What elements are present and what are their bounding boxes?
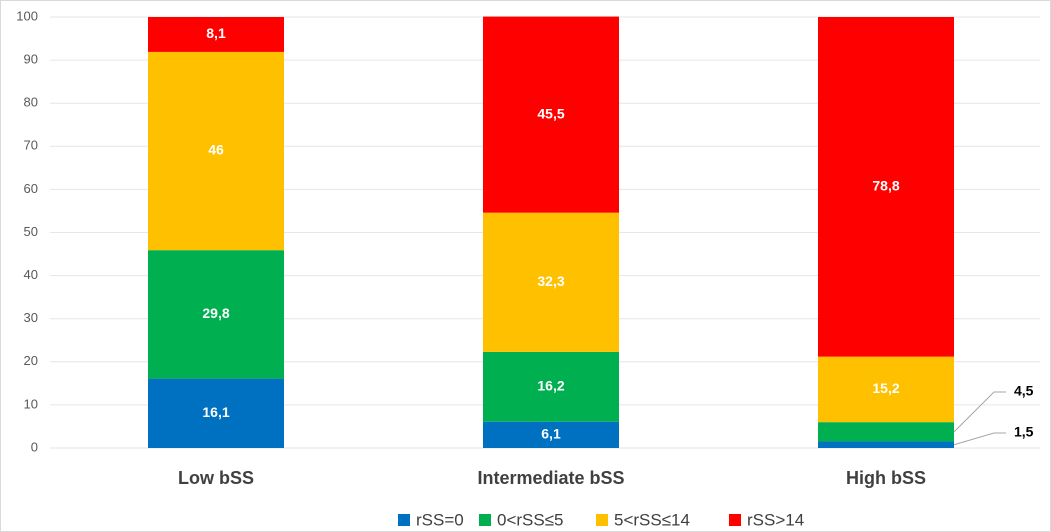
bar-segment [818,422,954,442]
data-label: 45,5 [537,105,564,121]
legend-label: rSS=0 [416,510,464,529]
y-tick-label: 30 [24,310,38,325]
y-tick-label: 0 [31,439,38,454]
y-tick-label: 60 [24,181,38,196]
data-label: 32,3 [537,273,564,289]
bar-segment [148,378,284,448]
bar-segment [818,17,954,357]
data-label: 16,1 [202,404,229,420]
legend-label: 0<rSS≤5 [497,510,564,529]
data-label: 29,8 [202,305,229,321]
legend-label: 5<rSS≤14 [614,510,690,529]
bar-segment [483,212,619,352]
legend-swatch [596,514,608,526]
leader-line [953,391,1006,433]
legend-swatch [729,514,741,526]
data-label: 4,5 [1014,383,1034,399]
y-tick-label: 90 [24,52,38,67]
bar-segment [148,250,284,379]
bar-segment [148,17,284,52]
data-label: 8,1 [206,25,226,41]
bar-segment [483,351,619,422]
x-tick-label: Low bSS [178,468,254,488]
bar-segment [818,441,954,448]
y-tick-label: 20 [24,353,38,368]
legend-swatch [479,514,491,526]
x-tick-label: High bSS [846,468,926,488]
data-label: 6,1 [541,426,561,442]
x-tick-label: Intermediate bSS [477,468,624,488]
data-label: 16,2 [537,378,564,394]
data-label: 15,2 [872,380,899,396]
legend-label: rSS>14 [747,510,804,529]
y-tick-label: 100 [16,8,38,23]
bar-segment [818,356,954,423]
y-tick-label: 80 [24,95,38,110]
y-tick-label: 70 [24,138,38,153]
data-label: 46 [208,142,224,158]
data-label: 78,8 [872,178,899,194]
leader-line [953,432,1006,446]
y-tick-label: 10 [24,396,38,411]
bar-segment [483,16,619,213]
y-tick-label: 40 [24,267,38,282]
y-tick-label: 50 [24,224,38,239]
legend-swatch [398,514,410,526]
data-label: 1,5 [1014,424,1034,440]
bar-segment [483,421,619,448]
bar-segment [148,51,284,251]
